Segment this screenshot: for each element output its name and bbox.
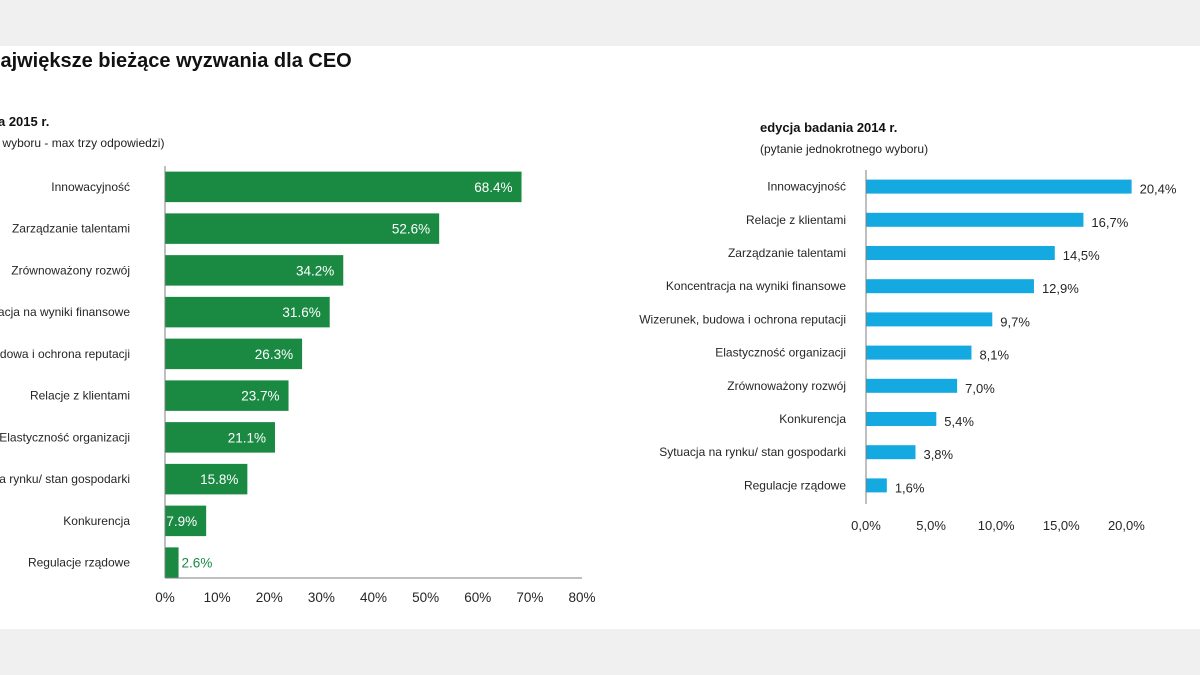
data-label: 21.1% [228, 430, 266, 445]
bar [165, 380, 289, 411]
category-label: Relacje z klientami [30, 389, 130, 403]
tick-label: 70% [516, 590, 543, 605]
data-label: 23.7% [241, 389, 279, 404]
category-label: Konkurencja [779, 412, 846, 426]
bar [165, 296, 330, 328]
tick-label: 0% [155, 590, 175, 605]
tick-label: 60% [464, 590, 491, 605]
data-label: 5,4% [944, 414, 974, 429]
data-label: 12,9% [1042, 281, 1079, 296]
category-label: Regulacje rządowe [744, 478, 846, 492]
bar [866, 445, 916, 460]
data-label: 26.3% [255, 347, 293, 362]
category-label: Relacje z klientami [746, 213, 846, 227]
data-label: 34.2% [296, 263, 334, 278]
bar [866, 212, 1084, 227]
tick-label: 20% [256, 590, 283, 605]
data-label: 31.6% [282, 305, 320, 320]
chart-2015-title: edycja badania 2015 r. [0, 114, 50, 129]
bar [866, 279, 1034, 294]
category-label: Sytuacja na rynku/ stan gospodarki [0, 472, 130, 486]
data-label: 1,6% [895, 480, 925, 495]
category-label: Innowacyjność [767, 180, 846, 194]
tick-label: 15,0% [1043, 518, 1080, 533]
bar [165, 547, 179, 578]
data-label: 9,7% [1000, 314, 1030, 329]
category-label: Innowacyjność [51, 180, 130, 194]
tick-label: 50% [412, 590, 439, 605]
bar [165, 255, 344, 286]
page-title: Największe bieżące wyzwania dla CEO [0, 50, 352, 72]
category-label: Zarządzanie talentami [12, 222, 130, 236]
data-label: 20,4% [1140, 182, 1177, 197]
bar [866, 312, 993, 327]
bar [866, 378, 958, 393]
slide: Największe bieżące wyzwania dla CEO edyc… [0, 46, 1200, 629]
data-label: 7.9% [166, 514, 197, 529]
chart-2015-subtitle: (pytanie wielokrotnego wyboru - max trzy… [0, 136, 165, 150]
category-label: Wizerunek, budowa i ochrona reputacji [639, 312, 846, 326]
chart-2015: Innowacyjność 68.4% Zarządzanie talentami 5… [0, 166, 596, 605]
data-label: 52.6% [392, 222, 430, 237]
bar [165, 505, 207, 537]
bar [165, 422, 275, 453]
category-label: Regulacje rządowe [28, 556, 130, 570]
data-label: 7,0% [965, 381, 995, 396]
bar [866, 345, 972, 360]
tick-label: 5,0% [916, 518, 946, 533]
category-label: Sytuacja na rynku/ stan gospodarki [659, 445, 846, 459]
category-label: Elastyczność organizacji [715, 346, 846, 360]
category-label: Zrównoważony rozwój [727, 379, 846, 393]
data-label: 2.6% [182, 556, 213, 571]
bar [866, 179, 1132, 194]
tick-label: 80% [568, 590, 595, 605]
category-label: Wizerunek, budowa i ochrona reputacji [0, 347, 130, 361]
bar [165, 213, 440, 244]
data-label: 15.8% [200, 472, 238, 487]
category-label: Zarządzanie talentami [728, 246, 846, 260]
tick-label: 30% [308, 590, 335, 605]
category-label: Konkurencja [63, 514, 130, 528]
bar [866, 478, 887, 493]
bar [866, 246, 1055, 260]
tick-label: 10,0% [978, 518, 1015, 533]
data-label: 8,1% [979, 348, 1009, 363]
tick-label: 20,0% [1108, 518, 1145, 533]
tick-label: 10% [204, 590, 231, 605]
category-label: Zrównoważony rozwój [11, 263, 130, 277]
chart-2014: Innowacyjność 20,4% Relacje z klientami 16,… [639, 170, 1177, 533]
data-label: 68.4% [474, 180, 512, 195]
category-label: Koncentracja na wyniki finansowe [666, 279, 846, 293]
category-label: Koncentracja na wyniki finansowe [0, 305, 130, 319]
chart-2014-subtitle: (pytanie jednokrotnego wyboru) [760, 142, 929, 156]
tick-label: 0,0% [851, 518, 881, 533]
bar [866, 412, 937, 426]
bar [165, 171, 522, 203]
data-label: 16,7% [1091, 215, 1128, 230]
data-label: 3,8% [923, 447, 953, 462]
bar [165, 463, 248, 495]
chart-2014-title: edycja badania 2014 r. [760, 120, 898, 135]
category-label: Elastyczność organizacji [0, 430, 130, 444]
data-label: 14,5% [1063, 248, 1100, 263]
tick-label: 40% [360, 590, 387, 605]
bar [165, 338, 303, 370]
